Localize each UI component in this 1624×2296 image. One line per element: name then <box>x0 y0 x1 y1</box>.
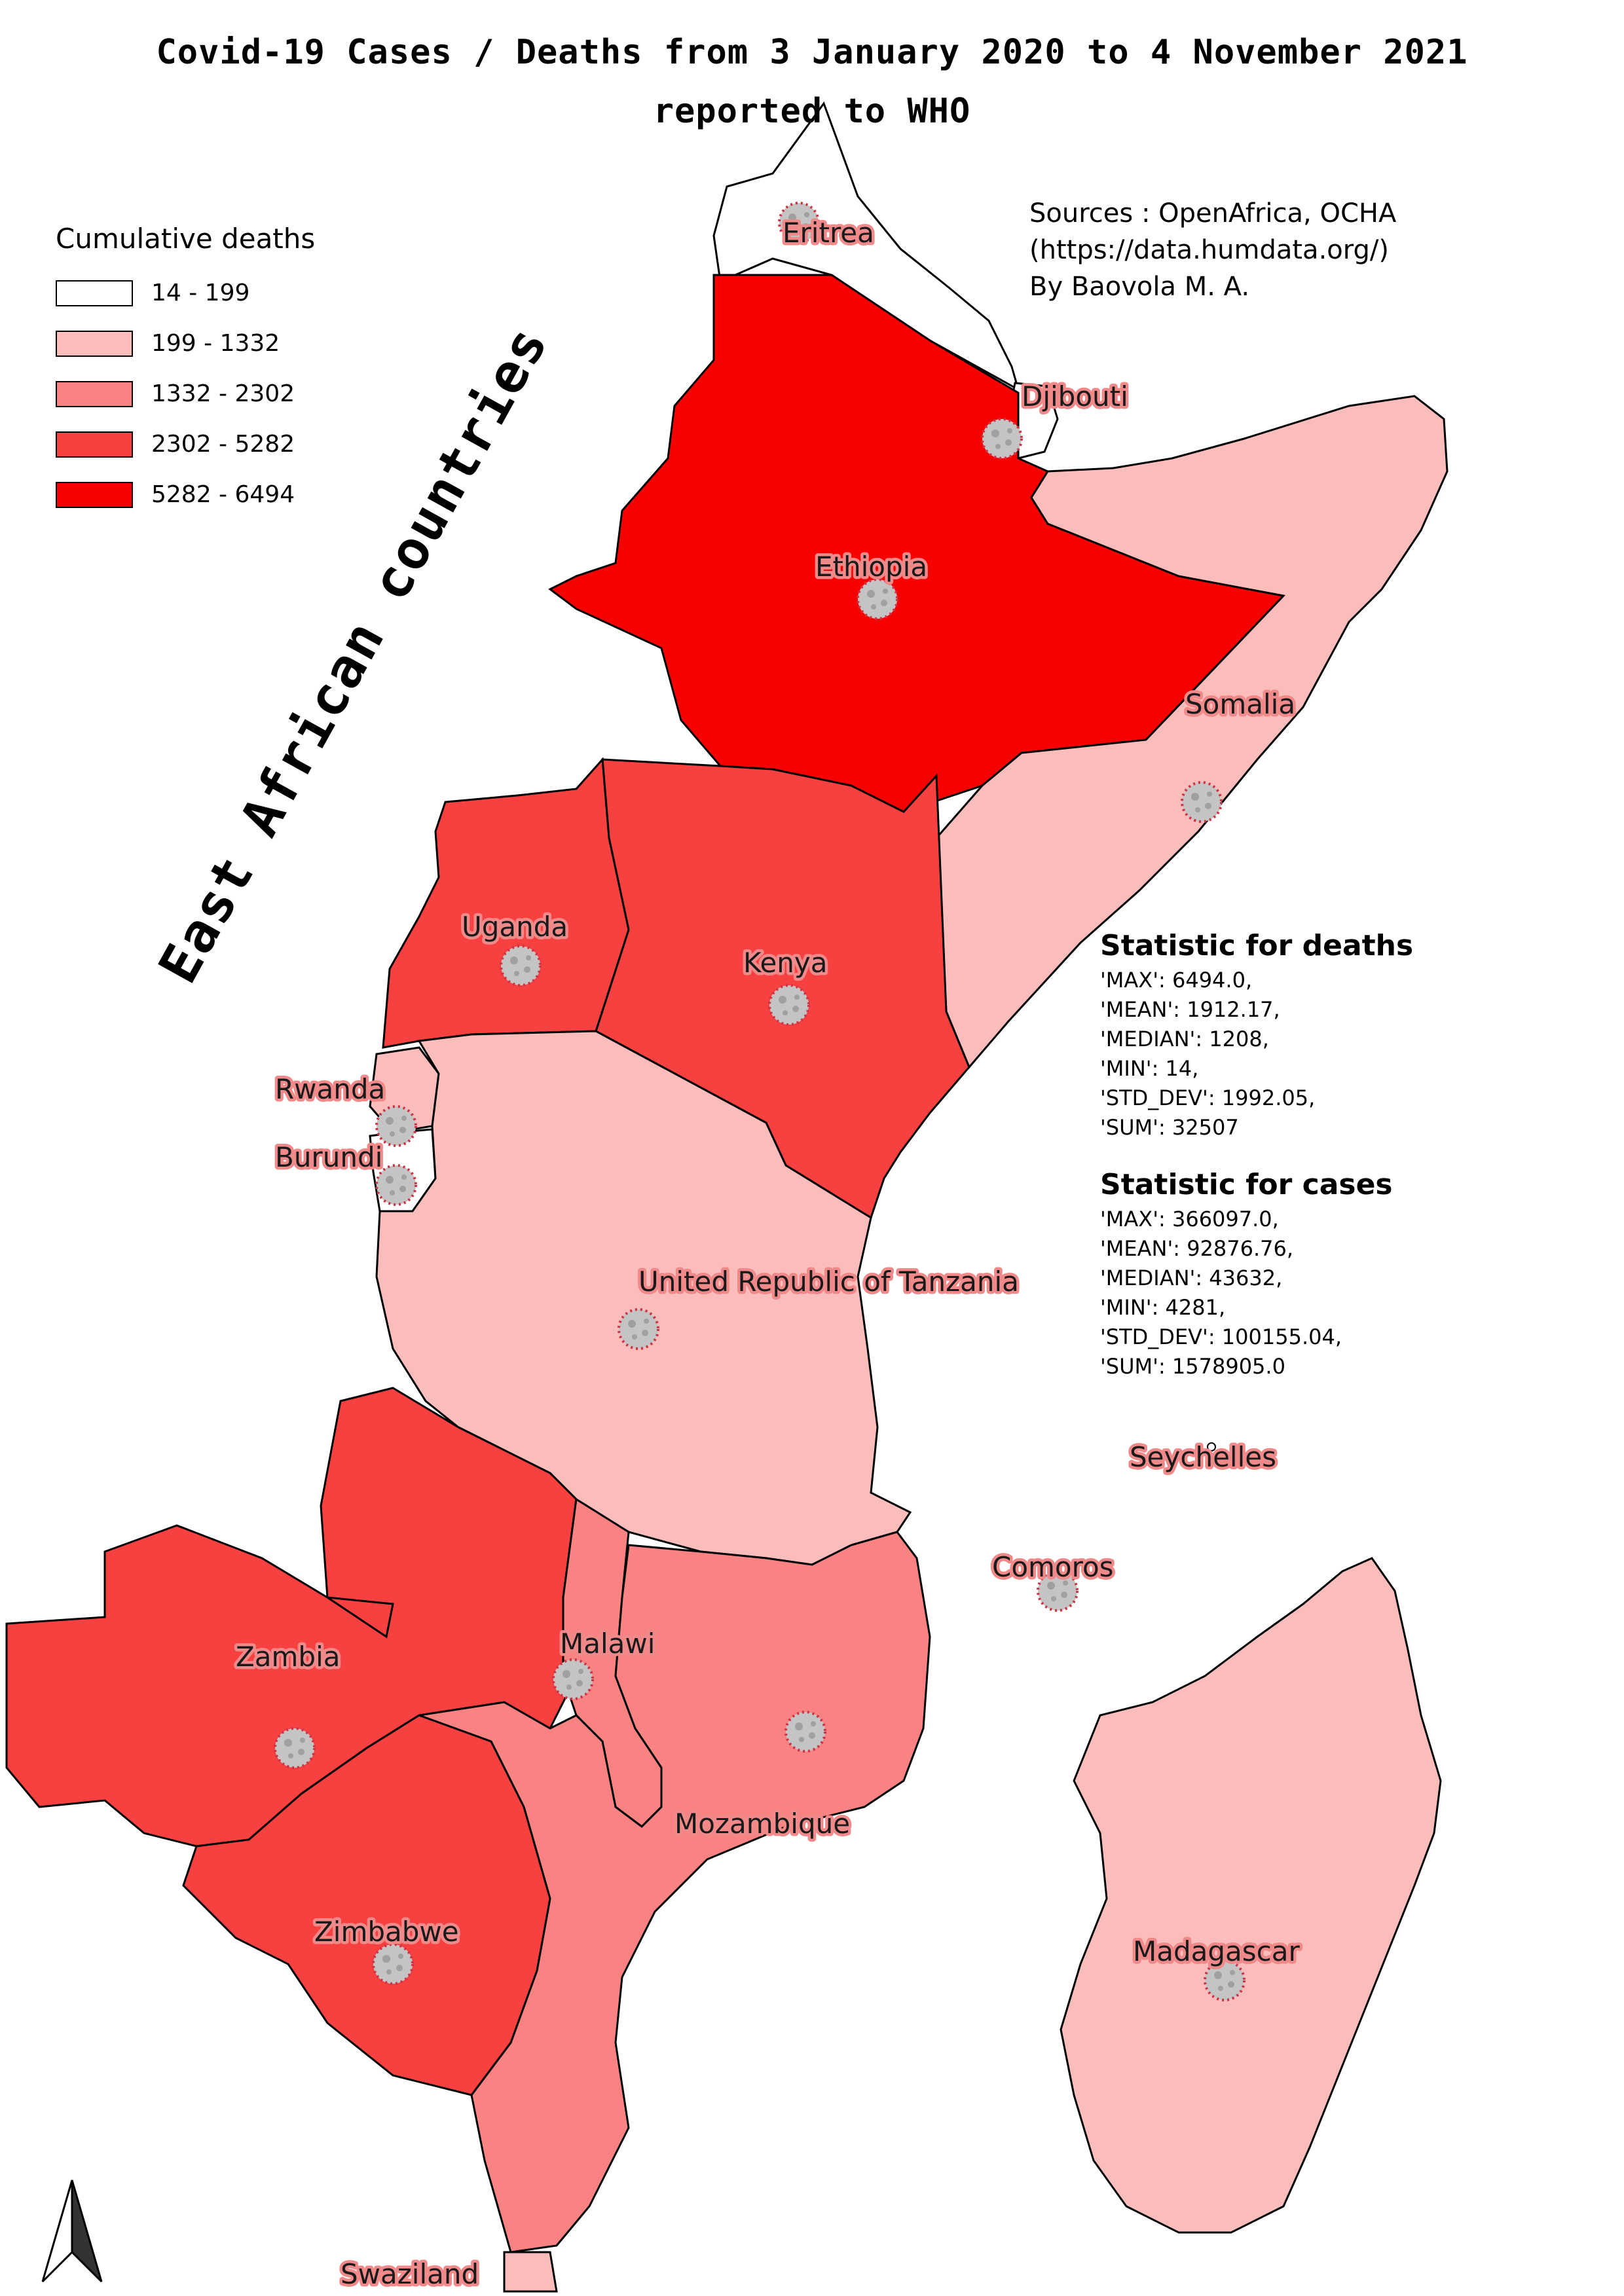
label-madagascar: Madagascar <box>1133 1935 1300 1967</box>
legend-label: 199 - 1332 <box>151 330 280 357</box>
stats-line: 'MEDIAN': 43632, <box>1100 1266 1283 1290</box>
legend-label: 14 - 199 <box>151 280 250 306</box>
stats-line: 'MAX': 366097.0, <box>1100 1207 1279 1231</box>
virus-icon <box>552 1658 594 1700</box>
country-swaziland <box>503 2251 558 2293</box>
label-kenya: Kenya <box>743 947 828 979</box>
virus-icon <box>1181 781 1223 823</box>
map-title-line1: Covid-19 Cases / Deaths from 3 January 2… <box>156 33 1468 72</box>
legend-item: 5282 - 6494 <box>56 469 315 520</box>
legend-item: 14 - 199 <box>56 268 315 318</box>
legend-item: 2302 - 5282 <box>56 419 315 469</box>
country-uganda <box>382 757 630 1049</box>
stats-line: 'SUM': 32507 <box>1100 1115 1239 1140</box>
virus-icon <box>784 1711 826 1753</box>
legend-label: 1332 - 2302 <box>151 380 295 407</box>
label-burundi: Burundi <box>275 1141 382 1173</box>
stats-deaths: Statistic for deaths 'MAX': 6494.0, 'MEA… <box>1100 926 1413 1142</box>
label-somalia: Somalia <box>1185 688 1295 720</box>
label-seychelles: Seychelles <box>1130 1441 1276 1473</box>
label-tanzania: United Republic of Tanzania <box>638 1266 1019 1298</box>
country-zimbabwe <box>182 1714 551 2096</box>
label-swaziland: Swaziland <box>341 2258 479 2290</box>
stats-cases: Statistic for cases 'MAX': 366097.0, 'ME… <box>1100 1165 1393 1381</box>
map-title-line2: reported to WHO <box>653 92 971 131</box>
virus-icon <box>375 1105 417 1147</box>
stats-line: 'MIN': 14, <box>1100 1056 1199 1081</box>
stats-line: 'STD_DEV': 100155.04, <box>1100 1324 1342 1349</box>
stats-line: 'MEAN': 92876.76, <box>1100 1236 1294 1261</box>
sources-line: By Baovola M. A. <box>1029 272 1250 302</box>
stats-line: 'MAX': 6494.0, <box>1100 968 1253 993</box>
label-comoros: Comoros <box>992 1551 1114 1583</box>
label-rwanda: Rwanda <box>275 1073 385 1105</box>
legend-label: 5282 - 6494 <box>151 481 295 508</box>
stats-line: 'SUM': 1578905.0 <box>1100 1354 1285 1379</box>
stats-line: 'MEDIAN': 1208, <box>1100 1027 1269 1051</box>
legend-swatch <box>56 481 133 508</box>
north-arrow-icon <box>41 2179 103 2283</box>
country-madagascar <box>1060 1557 1442 2234</box>
legend-item: 1332 - 2302 <box>56 369 315 419</box>
stats-line: 'STD_DEV': 1992.05, <box>1100 1085 1316 1110</box>
label-zimbabwe: Zimbabwe <box>314 1916 459 1948</box>
legend: Cumulative deaths 14 - 199 199 - 1332 13… <box>56 223 315 520</box>
virus-icon <box>274 1727 316 1769</box>
island-seychelles <box>1207 1442 1216 1451</box>
legend-title: Cumulative deaths <box>56 223 316 255</box>
label-ethiopia: Ethiopia <box>815 551 927 583</box>
virus-icon <box>768 984 810 1026</box>
legend-swatch <box>56 330 133 357</box>
virus-icon <box>857 578 898 620</box>
legend-label: 2302 - 5282 <box>151 431 295 458</box>
stats-deaths-heading: Statistic for deaths <box>1100 929 1414 962</box>
country-somalia <box>935 395 1449 1069</box>
legend-item: 199 - 1332 <box>56 318 315 369</box>
label-zambia: Zambia <box>236 1641 341 1673</box>
sources-block: Sources : OpenAfrica, OCHA (https://data… <box>1029 195 1396 305</box>
virus-icon <box>500 945 542 987</box>
virus-icon <box>981 418 1023 460</box>
label-eritrea: Eritrea <box>783 217 874 249</box>
sources-line: (https://data.humdata.org/) <box>1029 235 1389 265</box>
legend-swatch <box>56 380 133 407</box>
label-mozambique: Mozambique <box>674 1808 850 1840</box>
label-malawi: Malawi <box>560 1628 655 1660</box>
legend-swatch <box>56 280 133 306</box>
stats-line: 'MIN': 4281, <box>1100 1295 1226 1320</box>
stats-cases-heading: Statistic for cases <box>1100 1168 1393 1201</box>
label-uganda: Uganda <box>462 911 568 943</box>
sources-line: Sources : OpenAfrica, OCHA <box>1029 198 1397 228</box>
virus-icon <box>618 1308 659 1350</box>
label-djibouti: Djibouti <box>1022 380 1128 412</box>
country-zambia <box>5 1387 578 1848</box>
virus-icon <box>372 1943 414 1985</box>
stats-line: 'MEAN': 1912.17, <box>1100 997 1280 1022</box>
legend-swatch <box>56 431 133 458</box>
